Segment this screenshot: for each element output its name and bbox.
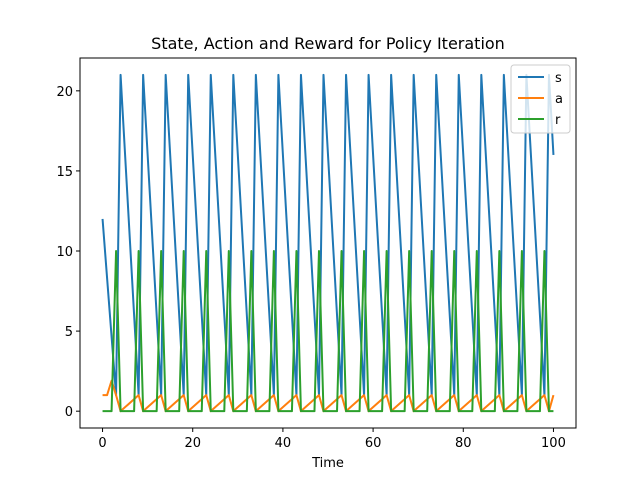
x-tick-label: 40 bbox=[275, 436, 292, 451]
plot-lines bbox=[101, 73, 555, 413]
legend-label-a: a bbox=[555, 92, 563, 107]
x-tick-label: 60 bbox=[365, 436, 382, 451]
y-tick-label: 20 bbox=[56, 85, 73, 100]
plot-frame bbox=[79, 57, 577, 429]
y-tick-label: 0 bbox=[65, 405, 73, 420]
y-axis: 0 5 10 15 20 bbox=[56, 85, 80, 420]
y-tick-label: 10 bbox=[56, 245, 73, 260]
series-line-s bbox=[101, 73, 555, 397]
x-tick-label: 80 bbox=[455, 436, 472, 451]
x-tick-label: 0 bbox=[98, 436, 106, 451]
series-line-a bbox=[102, 379, 555, 413]
x-axis: 0 20 40 60 80 100 bbox=[98, 428, 566, 451]
x-tick-label: 20 bbox=[184, 436, 201, 451]
chart-title: State, Action and Reward for Policy Iter… bbox=[151, 34, 505, 53]
x-axis-label: Time bbox=[311, 456, 344, 471]
legend: sar bbox=[510, 64, 571, 134]
legend-label-s: s bbox=[555, 71, 562, 86]
series-line-r bbox=[102, 250, 554, 413]
y-tick-label: 15 bbox=[56, 165, 73, 180]
legend-label-r: r bbox=[555, 113, 561, 128]
y-tick-label: 5 bbox=[65, 325, 73, 340]
x-tick-label: 100 bbox=[541, 436, 566, 451]
